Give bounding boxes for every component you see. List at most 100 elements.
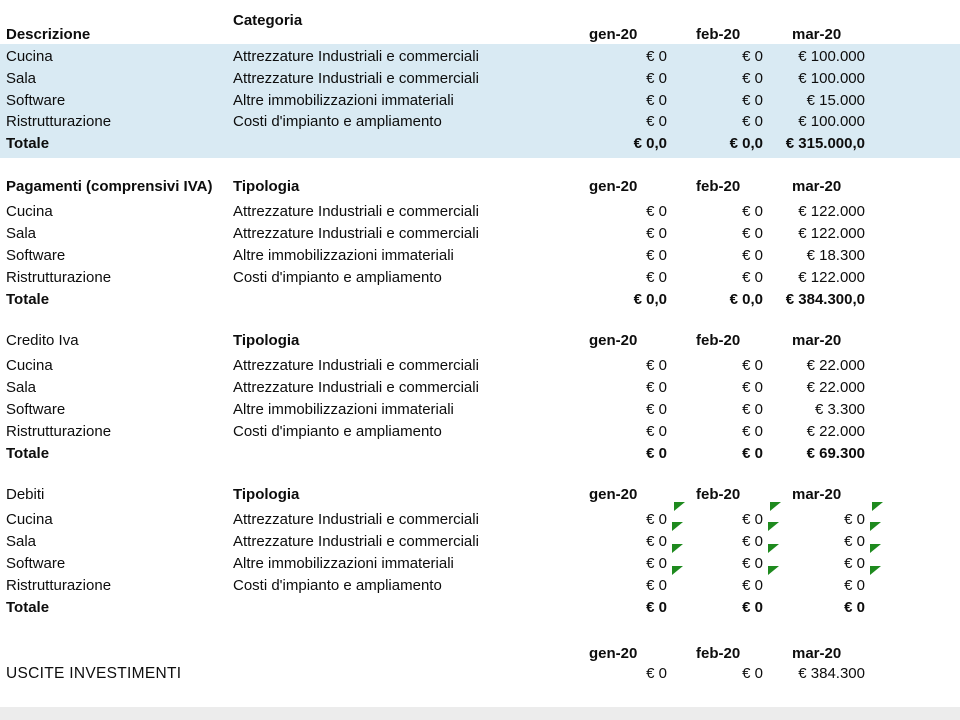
value-cell: € 0 xyxy=(646,203,667,220)
footer-total-label: USCITE INVESTIMENTI xyxy=(6,665,182,682)
row-category: Altre immobilizzazioni immateriali xyxy=(233,555,454,572)
section-title: Descrizione xyxy=(6,26,91,43)
value-cell: € 100.000 xyxy=(798,69,865,87)
value-cell: € 122.000 xyxy=(798,225,865,242)
total-value-cell: € 0 xyxy=(646,599,667,616)
value-cell: € 0 xyxy=(646,269,667,286)
value-cell: € 0 xyxy=(560,531,683,553)
column-header-month: gen-20 xyxy=(560,484,685,511)
column-header-month: mar-20 xyxy=(792,26,842,43)
column-header-month: gen-20 xyxy=(589,26,638,43)
total-label: Totale xyxy=(6,445,50,462)
footer-total-row: USCITE INVESTIMENTI € 0 € 0 € 384.300 xyxy=(6,663,865,685)
row-label: Ristrutturazione xyxy=(6,423,112,440)
row-label: Sala xyxy=(6,533,37,550)
column-header-month: gen-20 xyxy=(589,332,638,349)
category-column-header xyxy=(233,24,560,46)
table-row: Ristrutturazione Costi d'impianto e ampli… xyxy=(6,421,865,443)
row-category: Attrezzature Industriali e commerciali xyxy=(233,48,479,65)
table-row: Ristrutturazione Costi d'impianto e ampli… xyxy=(6,575,865,597)
cell-flag-icon xyxy=(768,544,779,553)
table-row: Software Altre immobilizzazioni immateria… xyxy=(6,553,881,575)
table-row: Cucina Attrezzature Industriali e commerc… xyxy=(6,201,865,223)
row-label: Ristrutturazione xyxy=(6,113,112,131)
value-cell: € 0 xyxy=(742,91,763,109)
table-row: Software Altre immobilizzazioni immateria… xyxy=(6,245,865,267)
row-label: Software xyxy=(6,91,66,109)
value-cell: € 0 xyxy=(742,203,763,220)
row-category: Costi d'impianto e ampliamento xyxy=(233,269,442,286)
total-value-cell: € 0,0 xyxy=(729,291,763,308)
value-cell: € 100.000 xyxy=(798,113,865,131)
row-label: Software xyxy=(6,247,66,264)
row-category: Attrezzature Industriali e commerciali xyxy=(233,533,479,550)
row-category: Attrezzature Industriali e commerciali xyxy=(233,225,479,242)
cell-flag-icon xyxy=(870,544,881,553)
column-header-month: mar-20 xyxy=(763,484,883,511)
column-header-month: feb-20 xyxy=(696,178,741,195)
cell-flag-icon xyxy=(770,502,781,511)
footer-months-header-row: gen-20 feb-20 mar-20 xyxy=(6,643,865,665)
total-value-cell: € 384.300,0 xyxy=(785,291,865,308)
table-row: Sala Attrezzature Industriali e commercia… xyxy=(6,68,865,90)
row-label: Cucina xyxy=(6,203,53,220)
value-cell: € 0 xyxy=(646,247,667,264)
row-label: Sala xyxy=(6,225,37,242)
row-category: Attrezzature Industriali e commerciali xyxy=(233,511,479,528)
row-category: Costi d'impianto e ampliamento xyxy=(233,113,442,131)
value-cell: € 0 xyxy=(646,69,667,87)
cell-flag-icon xyxy=(872,502,883,511)
value-cell: € 22.000 xyxy=(806,423,865,440)
total-value-cell: € 0,0 xyxy=(633,135,667,153)
value-cell: € 0 xyxy=(742,357,763,374)
value-cell: € 22.000 xyxy=(806,357,865,374)
row-category: Attrezzature Industriali e commerciali xyxy=(233,69,479,87)
cell-flag-icon xyxy=(672,544,683,553)
table-header-row: Pagamenti (comprensivi IVA) Tipologia gen-… xyxy=(6,176,865,198)
value-cell: € 0 xyxy=(763,531,881,553)
column-header-month: gen-20 xyxy=(589,178,638,195)
row-label: Software xyxy=(6,555,66,572)
value-cell: € 0 xyxy=(646,113,667,131)
row-label: Ristrutturazione xyxy=(6,269,112,286)
value-cell: € 0 xyxy=(667,553,779,575)
value-cell: € 0 xyxy=(560,553,683,575)
row-category: Costi d'impianto e ampliamento xyxy=(233,577,442,594)
category-column-header: Tipologia xyxy=(233,486,300,503)
table-row: Ristrutturazione Costi d'impianto e ampli… xyxy=(6,111,865,133)
value-cell: € 0 xyxy=(742,423,763,440)
value-cell: € 0 xyxy=(667,531,779,553)
row-category: Attrezzature Industriali e commerciali xyxy=(233,357,479,374)
row-category: Altre immobilizzazioni immateriali xyxy=(233,401,454,418)
value-cell: € 0 xyxy=(763,553,881,575)
table-row: Sala Attrezzature Industriali e commercia… xyxy=(6,531,881,553)
total-label: Totale xyxy=(6,291,50,308)
table-row: Sala Attrezzature Industriali e commercia… xyxy=(6,223,865,245)
footer-value-cell: € 0 xyxy=(742,665,763,682)
table-total-row: Totale € 0,0 € 0,0 € 315.000,0 xyxy=(6,133,865,155)
value-cell: € 0 xyxy=(646,48,667,65)
row-category: Costi d'impianto e ampliamento xyxy=(233,423,442,440)
value-cell: € 0 xyxy=(646,91,667,109)
section-title: Debiti xyxy=(6,486,45,503)
table-row: Cucina Attrezzature Industriali e commerc… xyxy=(6,355,865,377)
section-title: Pagamenti (comprensivi IVA) xyxy=(6,178,213,195)
section-title: Credito Iva xyxy=(6,332,79,349)
value-cell: € 0 xyxy=(742,113,763,131)
value-cell: € 0 xyxy=(742,225,763,242)
table-row: Software Altre immobilizzazioni immateria… xyxy=(6,399,865,421)
row-label: Software xyxy=(6,401,66,418)
row-category: Attrezzature Industriali e commerciali xyxy=(233,203,479,220)
table-total-row: Totale € 0,0 € 0,0 € 384.300,0 xyxy=(6,289,865,311)
value-cell: € 0 xyxy=(646,379,667,396)
row-label: Cucina xyxy=(6,511,53,528)
value-cell: € 0 xyxy=(646,401,667,418)
table-row: Cucina Attrezzature Industriali e commerc… xyxy=(6,509,881,531)
row-category: Altre immobilizzazioni immateriali xyxy=(233,247,454,264)
total-value-cell: € 0,0 xyxy=(729,135,763,153)
cell-flag-icon xyxy=(768,566,779,575)
column-header-month: feb-20 xyxy=(696,26,741,43)
table-total-row: Totale € 0 € 0 € 69.300 xyxy=(6,443,865,465)
column-header-month: feb-20 xyxy=(696,645,741,662)
cell-flag-icon xyxy=(672,522,683,531)
